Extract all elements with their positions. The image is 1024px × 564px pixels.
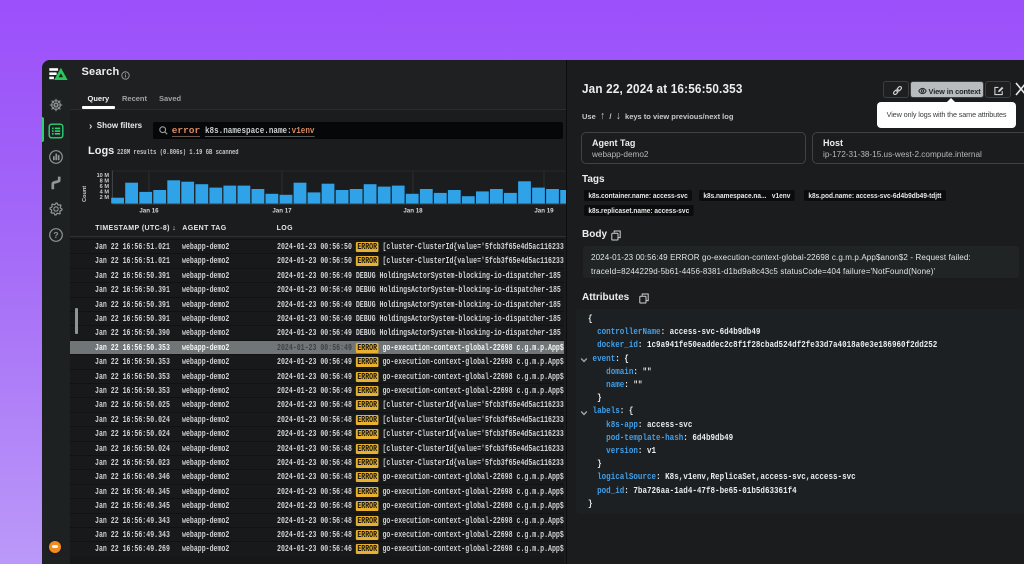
svg-text:10 M: 10 M xyxy=(97,173,110,179)
svg-text:Jan 16: Jan 16 xyxy=(139,207,159,214)
svg-text:Jan 19: Jan 19 xyxy=(534,207,554,214)
svg-text:4 M: 4 M xyxy=(100,189,110,195)
svg-text:Jan 17: Jan 17 xyxy=(272,207,292,214)
svg-text:2 M: 2 M xyxy=(100,195,110,201)
svg-text:?: ? xyxy=(53,230,58,240)
svg-text:8 M: 8 M xyxy=(100,179,110,185)
svg-text:6 M: 6 M xyxy=(100,184,110,190)
svg-text:Jan 18: Jan 18 xyxy=(403,207,423,214)
svg-text:Count: Count xyxy=(82,186,88,202)
